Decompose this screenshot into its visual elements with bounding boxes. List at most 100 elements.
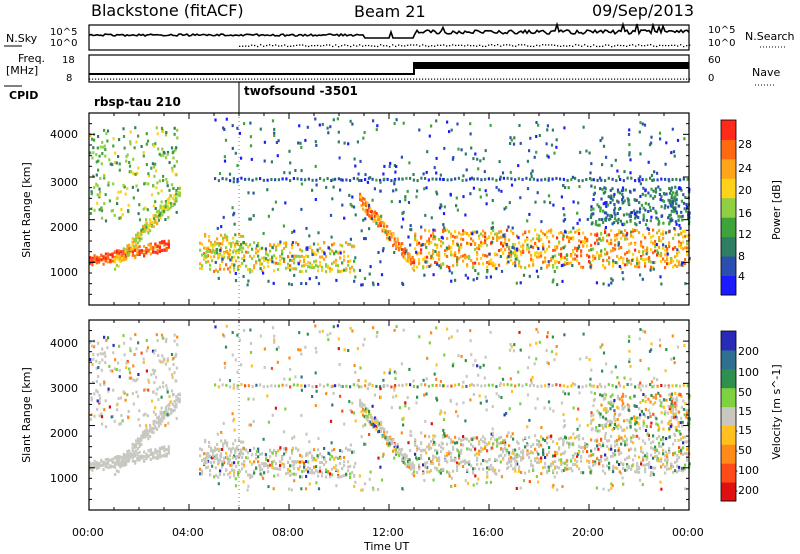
power-cell [364,173,367,177]
power-cell [506,176,509,180]
power-cell [131,253,134,257]
velocity-cell [131,453,134,457]
velocity-cell [90,396,93,400]
velocity-cell [249,473,252,477]
power-cell [662,230,665,234]
velocity-cell [614,365,617,369]
power-cell [213,255,216,259]
velocity-cell [230,450,233,454]
power-cell [143,254,146,258]
power-cell [614,238,617,242]
velocity-cell [339,394,342,398]
power-cell [452,253,455,257]
velocity-cell [145,427,148,431]
velocity-cell [542,448,545,452]
power-cell [317,282,321,286]
velocity-cell [157,398,160,401]
power-cell [136,241,139,245]
power-cell [103,174,106,178]
power-cell [174,172,177,176]
power-cell [126,248,129,252]
velocity-cell [624,443,627,447]
velocity-cell [159,360,163,364]
power-cell [551,128,554,132]
velocity-cell [608,467,611,471]
power-cell [103,176,106,180]
velocity-cell [552,462,555,466]
power-cell [144,181,147,185]
velocity-cell [408,466,411,470]
velocity-cell [354,461,357,465]
power-cell [138,239,141,243]
velocity-cell [470,448,473,452]
velocity-ytick-3000: 3000 [50,382,78,395]
velocity-cell [232,446,235,450]
power-cell [368,272,371,276]
velocity-cell [678,446,681,450]
power-cell [640,255,643,258]
velocity-cell [91,344,94,348]
velocity-cell [151,368,154,372]
power-cell [273,269,276,273]
power-cell [201,253,204,257]
velocity-cell [500,441,503,445]
power-cell [413,265,416,268]
power-cell [502,176,505,180]
power-cell [450,246,453,249]
velocity-cell [263,461,266,465]
velocity-cell [335,467,338,471]
power-cell [231,263,234,267]
velocity-cell [653,376,656,380]
power-cell [106,129,110,133]
power-cell [548,245,551,249]
power-cell [635,214,638,218]
velocity-cell [147,432,150,436]
velocity-cell [564,466,567,470]
velocity-cell [153,351,156,355]
power-cell [676,254,679,258]
power-cell [486,243,489,247]
velocity-cell [135,445,138,449]
velocity-cell [223,457,226,461]
velocity-cell [249,460,252,464]
velocity-cell [303,465,306,469]
power-cell [289,264,292,268]
velocity-cell [466,437,469,441]
velocity-cell [440,470,443,474]
power-cell [123,146,126,150]
power-cell [676,248,679,252]
velocity-cell [514,454,517,457]
velocity-cell [506,450,509,454]
power-cell [648,259,651,263]
power-cell [538,236,541,240]
power-cell [484,254,487,257]
power-cell [129,140,132,144]
velocity-cell [420,441,423,445]
power-cell [562,237,565,241]
power-cell [375,215,378,219]
velocity-cell [111,369,114,373]
velocity-cell [95,359,98,363]
velocity-cell [171,403,174,406]
power-cell [552,265,555,269]
velocity-cell [288,487,291,491]
velocity-cell [552,454,555,458]
velocity-cell [289,469,292,473]
velocity-cell [104,354,107,358]
velocity-cell [632,441,635,445]
power-cell [574,176,577,180]
power-cell [608,242,611,245]
velocity-cell [548,469,551,473]
power-cell [378,221,381,225]
power-cell [128,243,131,247]
power-cell [307,264,310,268]
velocity-cell [442,447,445,451]
power-cell [426,239,429,243]
velocity-cell [120,455,123,459]
velocity-cell [275,453,278,457]
power-cell [446,120,449,124]
velocity-cell [434,448,437,452]
velocity-cell [147,380,151,384]
velocity-cell [512,467,515,471]
power-cell [519,196,522,200]
